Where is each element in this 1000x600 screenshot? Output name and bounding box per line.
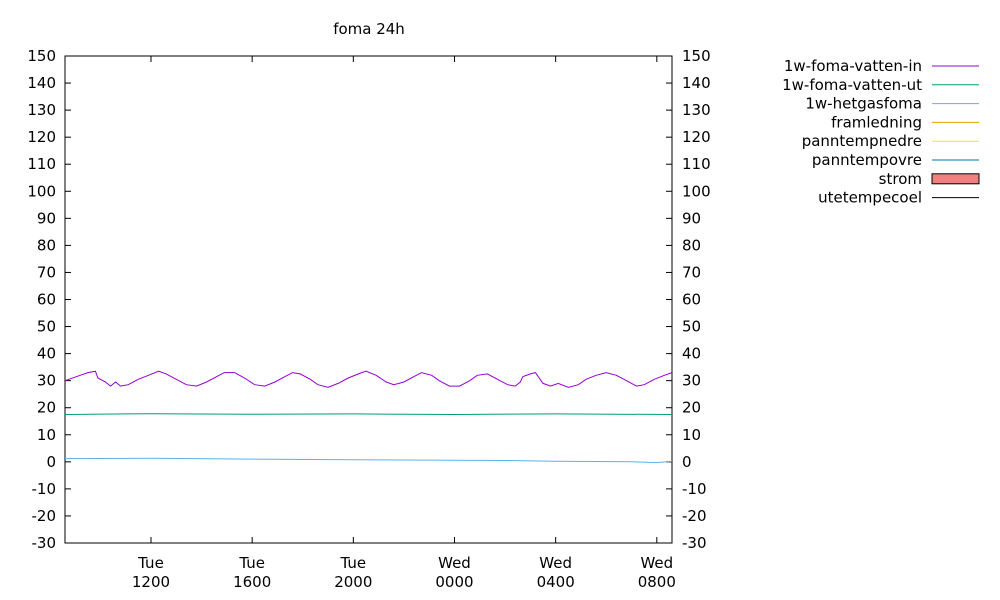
- y-tick-label-left: 130: [27, 101, 56, 119]
- y-tick-label-right: 120: [682, 128, 711, 146]
- x-tick-label-day: Tue: [238, 554, 265, 572]
- x-tick-label-time: 1200: [132, 573, 170, 591]
- y-tick-label-right: 110: [682, 155, 711, 173]
- y-tick-label-right: 20: [682, 399, 701, 417]
- y-tick-label-left: 80: [37, 236, 56, 254]
- y-tick-label-left: 150: [27, 47, 56, 65]
- series-line-1w-hetgasfoma: [64, 457, 673, 464]
- y-tick-label-left: 110: [27, 155, 56, 173]
- y-tick-label-right: -30: [682, 534, 707, 552]
- y-tick-label-left: 20: [37, 399, 56, 417]
- y-tick-label-left: 0: [46, 453, 56, 471]
- y-tick-label-left: 140: [27, 74, 56, 92]
- y-tick-label-right: 10: [682, 426, 701, 444]
- series-line-1w-foma-vatten-ut: [64, 413, 673, 416]
- legend: 1w-foma-vatten-in1w-foma-vatten-ut1w-het…: [782, 57, 980, 207]
- x-tick-label-time: 1600: [233, 573, 271, 591]
- y-tick-label-right: 130: [682, 101, 711, 119]
- x-tick-label-day: Wed: [640, 554, 673, 572]
- legend-label: strom: [879, 170, 922, 188]
- series-layer: [64, 370, 673, 464]
- legend-label: 1w-hetgasfoma: [805, 95, 922, 113]
- y-tick-label-left: 90: [37, 209, 56, 227]
- x-tick-label-time: 0000: [435, 573, 473, 591]
- series-line-1w-foma-vatten-in: [64, 370, 673, 388]
- plot-area-border: [64, 55, 673, 544]
- y-axis-right: -30 -20 -10 0 10 20 30 40 50 60 70 80 90 100 110 120 130…: [666, 47, 711, 552]
- y-tick-label-left: 40: [37, 345, 56, 363]
- x-tick-label-time: 0400: [537, 573, 575, 591]
- chart-title: foma 24h: [333, 20, 405, 38]
- y-tick-label-left: -30: [32, 534, 57, 552]
- y-tick-label-right: 140: [682, 74, 711, 92]
- x-tick-label-day: Tue: [340, 554, 367, 572]
- legend-label: framledning: [831, 113, 922, 131]
- x-tick-label-day: Tue: [137, 554, 164, 572]
- y-tick-label-right: 50: [682, 318, 701, 336]
- y-tick-label-left: 60: [37, 291, 56, 309]
- y-tick-label-left: -20: [32, 507, 57, 525]
- y-tick-label-left: 10: [37, 426, 56, 444]
- legend-label: panntempnedre: [802, 132, 922, 150]
- y-axis-left: -30 -20 -10 0 10 20 30 40 50 60 70 80 90 100 110 120 130…: [27, 47, 71, 552]
- y-tick-label-right: 40: [682, 345, 701, 363]
- x-tick-label-time: 2000: [334, 573, 372, 591]
- legend-swatch: [931, 173, 980, 185]
- y-tick-label-right: 100: [682, 182, 711, 200]
- legend-label: utetempecoel: [818, 189, 922, 207]
- y-tick-label-right: 0: [682, 453, 692, 471]
- y-tick-label-right: 60: [682, 291, 701, 309]
- x-axis: Tue1200Tue1600Tue2000Wed0000Wed0400Wed08…: [132, 56, 676, 591]
- x-tick-label-time: 0800: [638, 573, 676, 591]
- y-tick-label-right: -20: [682, 507, 707, 525]
- y-tick-label-right: 70: [682, 263, 701, 281]
- x-tick-label-day: Wed: [438, 554, 471, 572]
- y-tick-label-right: 90: [682, 209, 701, 227]
- legend-label: panntempovre: [812, 151, 922, 169]
- y-tick-label-left: 70: [37, 263, 56, 281]
- legend-label: 1w-foma-vatten-in: [784, 57, 922, 75]
- y-tick-label-right: 150: [682, 47, 711, 65]
- x-tick-label-day: Wed: [539, 554, 572, 572]
- y-tick-label-right: 80: [682, 236, 701, 254]
- y-tick-label-left: 30: [37, 372, 56, 390]
- y-tick-label-left: 120: [27, 128, 56, 146]
- y-tick-label-left: -10: [32, 480, 57, 498]
- y-tick-label-left: 100: [27, 182, 56, 200]
- y-tick-label-left: 50: [37, 318, 56, 336]
- y-tick-label-right: 30: [682, 372, 701, 390]
- legend-label: 1w-foma-vatten-ut: [782, 76, 922, 94]
- y-tick-label-right: -10: [682, 480, 707, 498]
